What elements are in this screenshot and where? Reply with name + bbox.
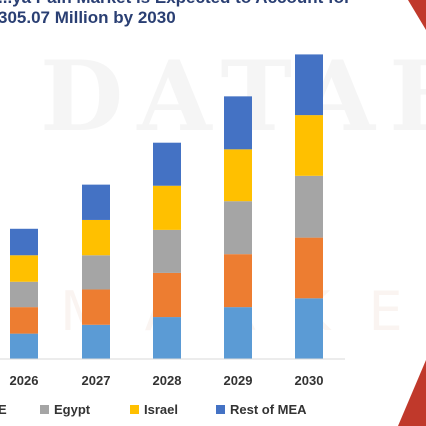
bar-2029-series-3 — [224, 149, 252, 202]
bar-2027-series-2 — [82, 255, 110, 290]
x-tick-label: 2030 — [295, 373, 324, 388]
corner-accent-bottom — [398, 360, 426, 426]
bar-2030-series-0 — [295, 298, 323, 359]
bar-2027-series-1 — [82, 289, 110, 325]
bar-2030-series-3 — [295, 115, 323, 176]
legend-swatch — [216, 405, 225, 414]
bar-2026-series-0 — [10, 333, 38, 359]
x-axis-ticks: 2026 2027 2028 2029 2030 — [10, 373, 324, 388]
bar-2028-series-1 — [153, 272, 181, 318]
bar-2030-series-2 — [295, 175, 323, 238]
x-tick-label: 2029 — [224, 373, 253, 388]
bar-2027-series-0 — [82, 324, 110, 359]
bar-2029-series-4 — [224, 96, 252, 150]
legend: E Egypt Israel Rest of MEA — [0, 402, 307, 417]
bar-2028-series-3 — [153, 185, 181, 230]
legend-label: Israel — [144, 402, 178, 417]
bar-2030-series-1 — [295, 237, 323, 299]
bar-2026-series-2 — [10, 281, 38, 308]
bar-2028-series-0 — [153, 317, 181, 359]
legend-swatch — [40, 405, 49, 414]
corner-accent-top — [408, 0, 426, 30]
bar-2027-series-4 — [82, 184, 110, 220]
bar-2027-series-3 — [82, 219, 110, 256]
bar-2026-series-4 — [10, 228, 38, 256]
bar-2029-series-1 — [224, 254, 252, 308]
x-tick-label: 2026 — [10, 373, 39, 388]
bar-2029-series-0 — [224, 307, 252, 359]
legend-label: Egypt — [54, 402, 91, 417]
bar-2028-series-2 — [153, 229, 181, 273]
legend-swatch — [130, 405, 139, 414]
legend-label: Rest of MEA — [230, 402, 307, 417]
bar-2030-series-4 — [295, 54, 323, 116]
bar-2026-series-1 — [10, 307, 38, 334]
chart-title-line-2: 305.07 Million by 2030 — [0, 8, 176, 27]
x-tick-label: 2027 — [82, 373, 111, 388]
bar-group — [10, 54, 323, 359]
x-tick-label: 2028 — [153, 373, 182, 388]
chart-title-line-1: ...ya Pain Market is Expected to Account… — [0, 0, 351, 8]
bar-2029-series-2 — [224, 201, 252, 255]
bar-2028-series-4 — [153, 142, 181, 186]
bar-2026-series-3 — [10, 255, 38, 282]
legend-label: E — [0, 402, 7, 417]
